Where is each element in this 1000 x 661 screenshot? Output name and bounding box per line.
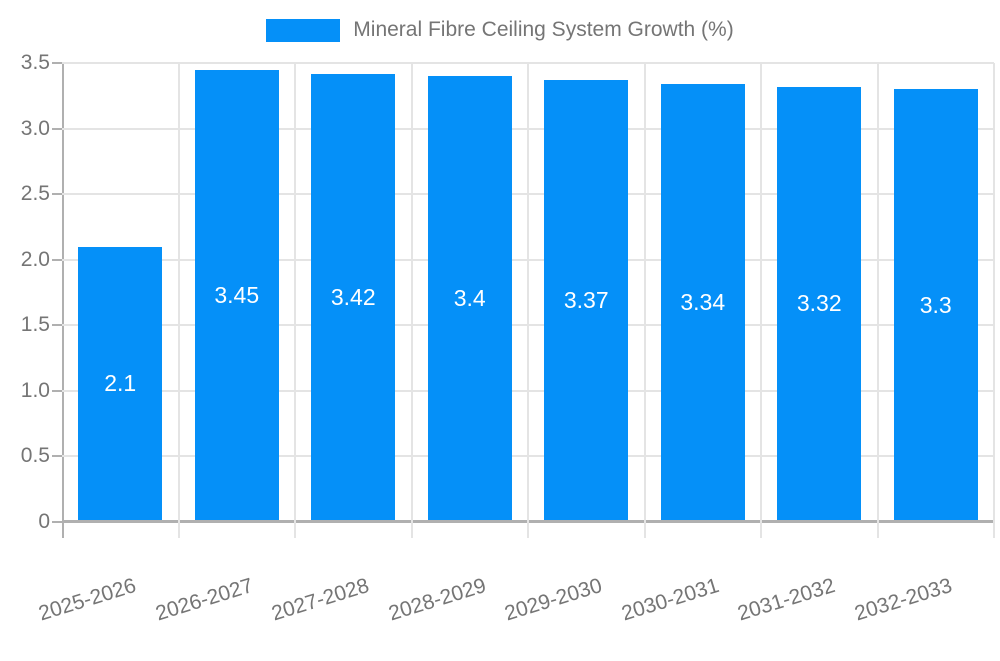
bar-value-label: 2.1	[104, 370, 137, 397]
bar[interactable]: 3.32	[777, 86, 862, 520]
bar-value-label: 3.3	[919, 291, 952, 318]
plot-area: 0 0.5 1.0 1.5 2.0 2.5 3.0 3.5 2.1 2025-2026 3.45 20…	[21, 52, 995, 625]
x-gridline	[643, 63, 646, 522]
bar[interactable]: 3.34	[660, 83, 745, 520]
x-axis-tick	[993, 522, 995, 538]
x-gridline	[177, 63, 180, 522]
x-axis-tick	[410, 522, 413, 538]
bar-value-label: 3.42	[330, 283, 376, 310]
bar[interactable]: 2.1	[78, 246, 163, 520]
x-gridline	[760, 63, 762, 522]
bar-value-label: 3.32	[796, 290, 842, 317]
x-gridline	[410, 63, 413, 522]
bar[interactable]: 3.4	[427, 76, 512, 520]
legend-label[interactable]: Mineral Fibre Ceiling System Growth (%)	[353, 18, 734, 41]
y-axis-line	[62, 63, 64, 538]
y-axis-tick-label: 1.0	[20, 378, 50, 402]
x-axis-tick	[294, 522, 296, 538]
x-axis-tick	[643, 522, 646, 538]
y-axis-tick-label: 0	[38, 510, 50, 533]
y-axis-tick	[52, 127, 62, 130]
x-axis-tick	[177, 522, 180, 538]
x-gridline	[993, 63, 995, 522]
x-axis-tick	[527, 522, 529, 538]
y-axis-tick-label: 0.5	[20, 444, 50, 468]
y-axis-tick	[52, 521, 62, 523]
y-axis-tick-label: 3.0	[20, 116, 50, 140]
bar[interactable]: 3.37	[544, 80, 629, 520]
bar[interactable]: 3.45	[194, 69, 279, 520]
y-axis-tick	[52, 389, 62, 392]
bar-value-label: 3.4	[453, 285, 486, 312]
x-axis-tick	[760, 522, 762, 538]
legend-swatch[interactable]	[266, 18, 341, 42]
x-gridline	[294, 63, 296, 522]
chart-legend: Mineral Fibre Ceiling System Growth (%)	[0, 18, 1000, 42]
bar-value-label: 3.34	[680, 288, 726, 315]
bar[interactable]: 3.3	[893, 89, 978, 520]
y-axis-tick-label: 2.0	[20, 247, 50, 271]
y-axis-tick	[52, 193, 62, 196]
x-gridline	[527, 63, 529, 522]
y-axis-tick-label: 2.5	[20, 182, 50, 206]
x-axis-tick	[876, 522, 879, 538]
x-gridline	[876, 63, 879, 522]
y-axis-tick-label: 1.5	[20, 313, 50, 337]
y-axis-tick	[52, 455, 62, 458]
y-axis-tick	[52, 324, 62, 327]
bar[interactable]: 3.42	[311, 73, 396, 520]
y-axis-tick-label: 3.5	[20, 51, 50, 74]
bar-value-label: 3.37	[563, 287, 609, 314]
y-axis-tick	[52, 258, 62, 261]
bar-value-label: 3.45	[214, 281, 260, 308]
y-axis-tick	[52, 62, 62, 64]
